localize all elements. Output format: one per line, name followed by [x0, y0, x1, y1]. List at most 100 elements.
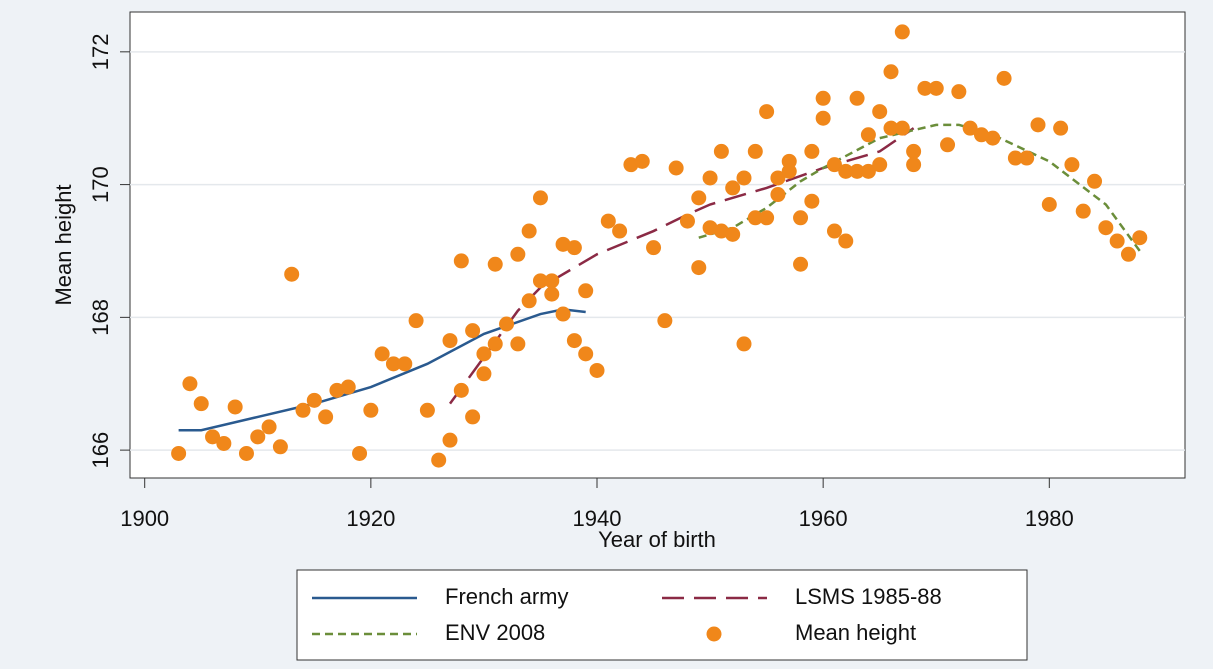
scatter-point [713, 143, 729, 159]
scatter-point [476, 366, 492, 382]
scatter-point [657, 313, 673, 329]
scatter-point [419, 402, 435, 418]
scatter-point [668, 160, 684, 176]
scatter-point [940, 137, 956, 153]
scatter-point [171, 445, 187, 461]
scatter-point [453, 382, 469, 398]
y-tick-label: 168 [88, 299, 113, 336]
scatter-point [340, 379, 356, 395]
scatter-point [374, 346, 390, 362]
scatter-point [736, 336, 752, 352]
scatter-point [860, 163, 876, 179]
scatter-point [646, 240, 662, 256]
scatter-point [1007, 150, 1023, 166]
scatter-point [1075, 203, 1091, 219]
scatter-point [804, 143, 820, 159]
scatter-point [815, 90, 831, 106]
scatter-point [612, 223, 628, 239]
x-tick-label: 1960 [799, 506, 848, 531]
scatter-point [397, 356, 413, 372]
scatter-point [725, 226, 741, 242]
scatter-point [578, 346, 594, 362]
scatter-point [1030, 117, 1046, 133]
legend-label: LSMS 1985-88 [795, 584, 942, 609]
scatter-point [928, 80, 944, 96]
scatter-point [295, 402, 311, 418]
scatter-point [566, 333, 582, 349]
scatter-point [747, 143, 763, 159]
legend-label: Mean height [795, 620, 916, 645]
scatter-point [883, 64, 899, 80]
scatter-point [566, 240, 582, 256]
scatter-point [623, 157, 639, 173]
scatter-point [216, 435, 232, 451]
scatter-point [906, 157, 922, 173]
scatter-point [849, 90, 865, 106]
scatter-point [261, 419, 277, 435]
scatter-point [442, 333, 458, 349]
scatter-point [702, 220, 718, 236]
scatter-point [713, 223, 729, 239]
scatter-point [894, 24, 910, 40]
legend-label: ENV 2008 [445, 620, 545, 645]
scatter-point [781, 163, 797, 179]
scatter-point [736, 170, 752, 186]
scatter-point [544, 273, 560, 289]
scatter-point [555, 236, 571, 252]
scatter-point [793, 210, 809, 226]
scatter-point [532, 273, 548, 289]
x-tick-label: 1980 [1025, 506, 1074, 531]
scatter-point [860, 127, 876, 143]
scatter-point [227, 399, 243, 415]
scatter-point [600, 213, 616, 229]
scatter-point [793, 256, 809, 272]
scatter-point [363, 402, 379, 418]
scatter-point [1132, 230, 1148, 246]
scatter-point [329, 382, 345, 398]
scatter-point [510, 246, 526, 262]
scatter-point [770, 170, 786, 186]
scatter-point [815, 110, 831, 126]
scatter-point [544, 286, 560, 302]
scatter-point [826, 223, 842, 239]
scatter-point [205, 429, 221, 445]
scatter-point [193, 396, 209, 412]
legend-swatch [706, 626, 722, 642]
scatter-point [1098, 220, 1114, 236]
scatter-point [318, 409, 334, 425]
scatter-point [826, 157, 842, 173]
scatter-point [431, 452, 447, 468]
scatter-point [872, 157, 888, 173]
scatter-point [521, 223, 537, 239]
scatter-point [476, 346, 492, 362]
scatter-point [849, 163, 865, 179]
scatter-point [702, 170, 718, 186]
scatter-point [250, 429, 266, 445]
scatter-point [759, 104, 775, 120]
scatter-point [759, 210, 775, 226]
scatter-point [284, 266, 300, 282]
scatter-point [453, 253, 469, 269]
scatter-point [510, 336, 526, 352]
scatter-point [238, 445, 254, 461]
scatter-point [770, 187, 786, 203]
scatter-point [1053, 120, 1069, 136]
scatter-point [1109, 233, 1125, 249]
scatter-point [883, 120, 899, 136]
scatter-point [589, 362, 605, 378]
scatter-point [951, 84, 967, 100]
legend [296, 569, 1028, 661]
scatter-point [894, 120, 910, 136]
scatter-point [691, 190, 707, 206]
scatter-point [1019, 150, 1035, 166]
scatter-point [521, 293, 537, 309]
scatter-point [962, 120, 978, 136]
y-tick-label: 170 [88, 166, 113, 203]
scatter-point [352, 445, 368, 461]
scatter-point [679, 213, 695, 229]
scatter-point [838, 233, 854, 249]
legend-label: French army [445, 584, 568, 609]
scatter-point [408, 313, 424, 329]
scatter-point [973, 127, 989, 143]
